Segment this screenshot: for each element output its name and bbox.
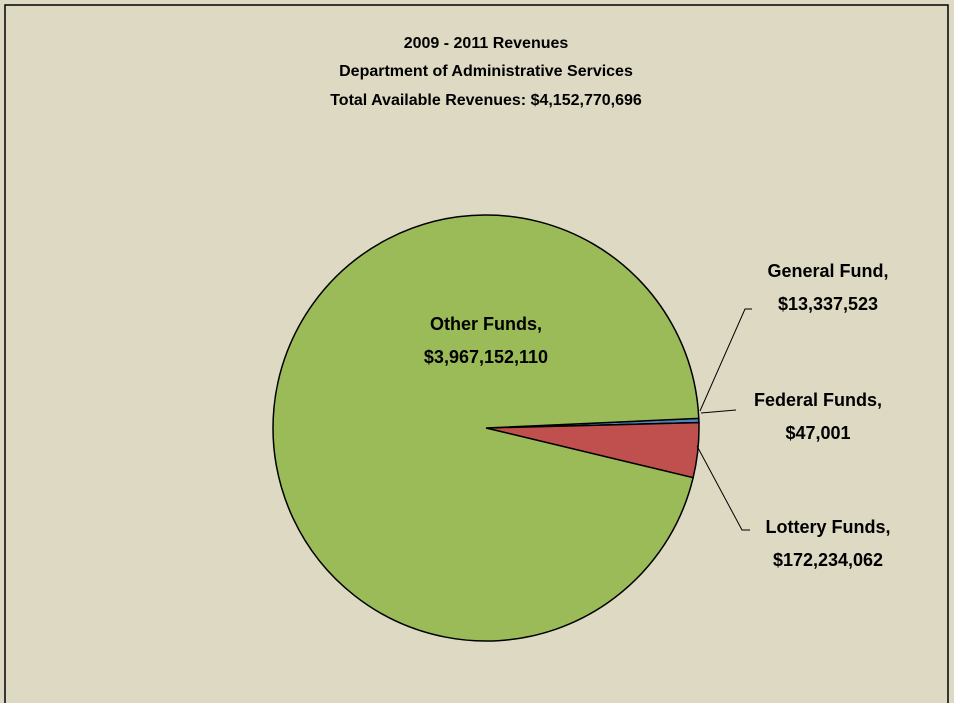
data-label: Other Funds, [430,314,542,334]
data-label: $3,967,152,110 [424,347,548,367]
data-label: $13,337,523 [778,294,878,314]
data-label: Lottery Funds, [766,517,891,537]
pie [272,214,700,642]
data-label: Federal Funds, [754,390,882,410]
chart-subtitle: Department of Administrative Services [339,63,633,80]
data-label: $172,234,062 [773,550,883,570]
chart-subtitle: Total Available Revenues: $4,152,770,696 [330,92,642,109]
chart-title: 2009 - 2011 Revenues [404,35,569,52]
data-label: $47,001 [785,423,850,443]
leader-line [699,308,752,412]
leader-line [696,445,750,531]
chart-border [4,4,949,703]
leader-line [700,409,737,414]
pie-slice [272,214,700,642]
data-label: General Fund, [767,261,888,281]
